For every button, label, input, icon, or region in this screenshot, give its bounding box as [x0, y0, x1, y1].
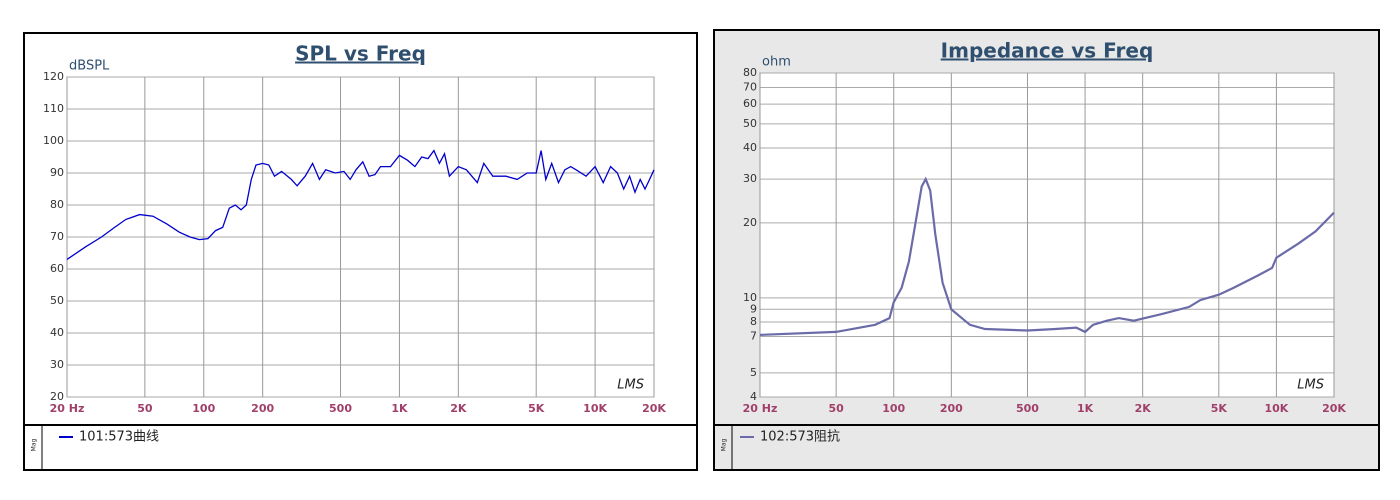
x-tick-label: 10K	[583, 402, 607, 415]
y-tick-label: 40	[50, 326, 64, 339]
y-tick-label: 80	[743, 66, 757, 79]
y-axis-label: ohm	[762, 55, 791, 70]
y-tick-label: 80	[50, 198, 64, 211]
data-line	[66, 149, 655, 260]
y-axis-label: dBSPL	[69, 59, 110, 74]
x-tick-label: 100	[192, 402, 215, 415]
x-tick-label: 100	[882, 402, 905, 415]
y-tick-label: 110	[43, 102, 64, 115]
plot-area	[759, 72, 1335, 398]
y-tick-label: 60	[743, 97, 757, 110]
y-tick-label: 30	[743, 172, 757, 185]
y-tick-label: 50	[743, 117, 757, 130]
y-tick-label: 7	[750, 329, 757, 342]
y-tick-label: 10	[743, 291, 757, 304]
x-tick-label: 2K	[1135, 402, 1152, 415]
x-tick-label: 5K	[1211, 402, 1228, 415]
x-tick-label: 200	[251, 402, 274, 415]
x-tick-label: 50	[137, 402, 153, 415]
x-tick-label: 10K	[1264, 402, 1288, 415]
side-label: Mag	[721, 438, 728, 451]
data-line	[759, 176, 1335, 336]
x-tick-label: 20 Hz	[50, 402, 85, 415]
x-tick-label: 1K	[391, 402, 408, 415]
legend-label: 101:573曲线	[79, 430, 159, 445]
y-tick-label: 20	[50, 390, 64, 403]
y-tick-label: 8	[750, 315, 757, 328]
x-tick-label: 500	[329, 402, 352, 415]
chart-title: SPL vs Freq	[295, 42, 426, 66]
watermark: LMS	[617, 378, 644, 393]
y-tick-label: 4	[750, 390, 757, 403]
x-tick-label: 20K	[1322, 402, 1346, 415]
side-label: Mag	[31, 438, 38, 451]
y-tick-label: 70	[743, 80, 757, 93]
y-tick-label: 40	[743, 141, 757, 154]
x-tick-label: 500	[1016, 402, 1039, 415]
x-tick-label: 1K	[1077, 402, 1094, 415]
chart-title: Impedance vs Freq	[941, 39, 1154, 63]
y-tick-label: 5	[750, 366, 757, 379]
y-tick-label: 70	[50, 230, 64, 243]
legend-label: 102:573阻抗	[760, 430, 840, 445]
y-tick-label: 100	[43, 134, 64, 147]
y-tick-label: 60	[50, 262, 64, 275]
y-tick-label: 50	[50, 294, 64, 307]
y-tick-label: 30	[50, 358, 64, 371]
x-tick-label: 50	[828, 402, 844, 415]
x-tick-label: 20K	[642, 402, 666, 415]
y-tick-label: 9	[750, 302, 757, 315]
x-tick-label: 5K	[528, 402, 545, 415]
x-tick-label: 2K	[450, 402, 467, 415]
y-tick-label: 120	[43, 70, 64, 83]
x-tick-label: 200	[940, 402, 963, 415]
y-tick-label: 20	[743, 216, 757, 229]
watermark: LMS	[1297, 378, 1324, 393]
y-tick-label: 90	[50, 166, 64, 179]
x-tick-label: 20 Hz	[743, 402, 778, 415]
